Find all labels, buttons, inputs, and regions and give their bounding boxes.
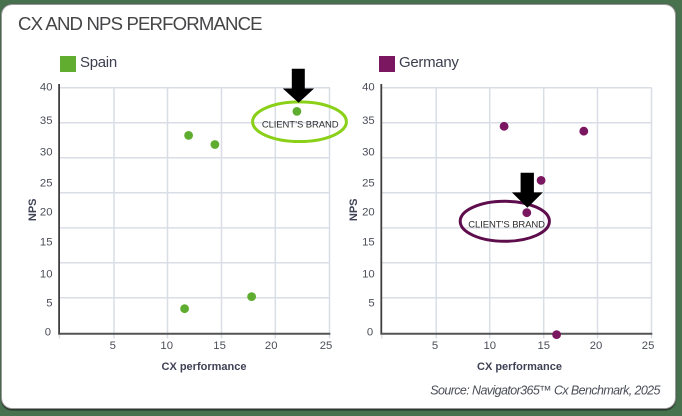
svg-text:10: 10	[40, 269, 53, 281]
svg-text:30: 30	[362, 146, 375, 158]
svg-text:25: 25	[40, 178, 53, 190]
svg-text:25: 25	[642, 340, 655, 352]
svg-text:15: 15	[362, 237, 375, 249]
svg-text:0: 0	[45, 327, 51, 339]
svg-text:10: 10	[484, 340, 497, 352]
svg-text:CLIENT’S BRAND: CLIENT’S BRAND	[468, 220, 545, 231]
svg-text:CLIENT’S BRAND: CLIENT’S BRAND	[262, 119, 339, 130]
svg-text:35: 35	[40, 115, 53, 127]
svg-text:15: 15	[213, 340, 226, 352]
svg-text:40: 40	[40, 82, 53, 94]
svg-text:35: 35	[362, 115, 375, 127]
svg-text:20: 20	[265, 340, 278, 352]
svg-text:5: 5	[368, 297, 374, 309]
svg-text:25: 25	[362, 178, 375, 190]
svg-text:Source: Navigator365™ Cx Bench: Source: Navigator365™ Cx Benchmark, 2025	[430, 384, 660, 398]
svg-text:5: 5	[110, 340, 116, 352]
svg-text:NPS: NPS	[27, 198, 39, 221]
svg-text:5: 5	[432, 340, 438, 352]
svg-text:5: 5	[46, 297, 52, 309]
svg-text:10: 10	[160, 340, 173, 352]
svg-text:40: 40	[362, 82, 375, 94]
svg-text:15: 15	[40, 237, 53, 249]
svg-text:25: 25	[320, 340, 333, 352]
svg-text:CX performance: CX performance	[162, 361, 247, 373]
svg-text:20: 20	[40, 206, 53, 218]
svg-text:20: 20	[590, 340, 603, 352]
svg-text:0: 0	[367, 327, 373, 339]
svg-text:CX performance: CX performance	[477, 361, 562, 373]
svg-text:NPS: NPS	[348, 198, 360, 221]
svg-text:30: 30	[40, 146, 53, 158]
svg-text:15: 15	[538, 340, 551, 352]
svg-text:10: 10	[362, 269, 375, 281]
svg-text:20: 20	[362, 206, 375, 218]
